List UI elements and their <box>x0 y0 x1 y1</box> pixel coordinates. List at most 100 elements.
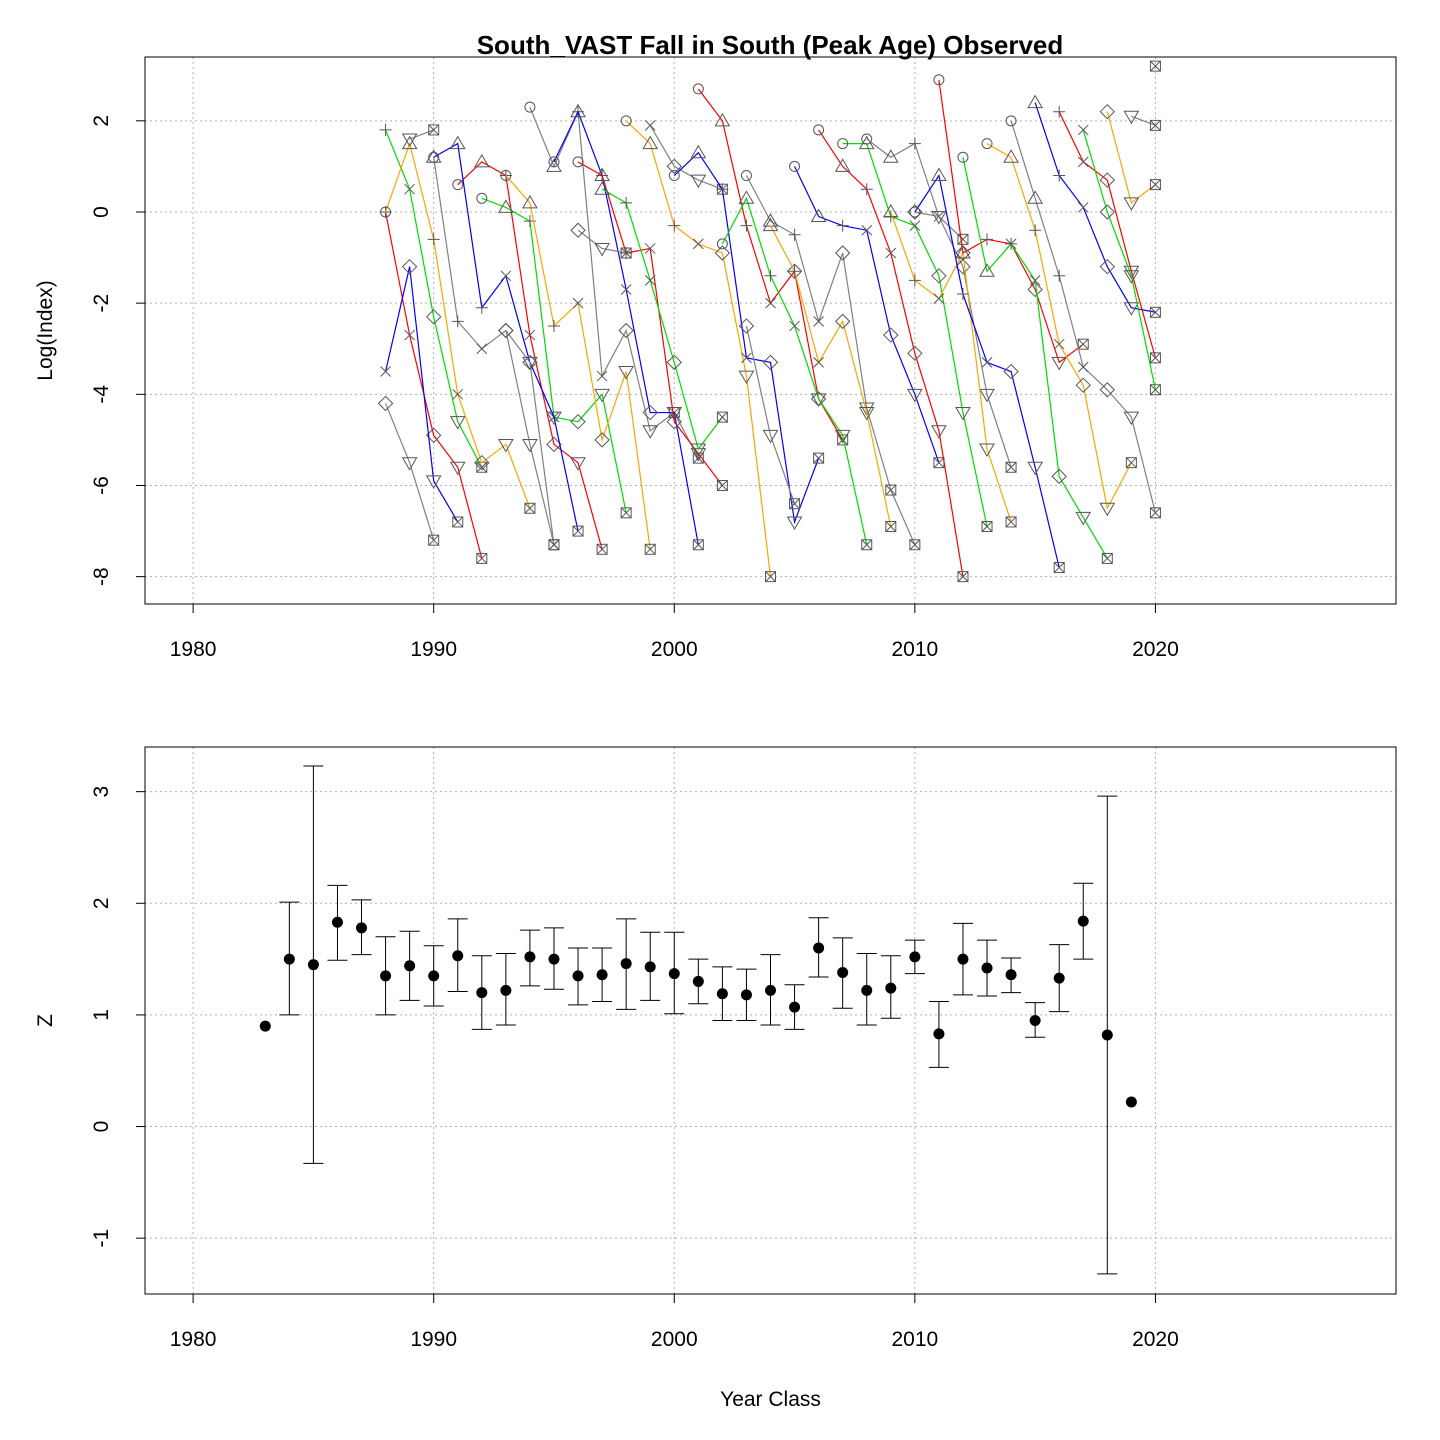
z-point-group <box>592 947 613 1003</box>
cohort-line <box>818 129 964 577</box>
z-point-group <box>736 968 757 1021</box>
bottom-x-axis-label: Year Class <box>720 1388 821 1411</box>
cohort-10 <box>500 170 656 555</box>
point-marker <box>1053 269 1066 282</box>
z-point-group <box>977 939 998 997</box>
box <box>548 539 560 551</box>
point-marker <box>1077 361 1089 373</box>
point-marker <box>981 233 994 246</box>
point-marker <box>451 315 464 328</box>
point-marker <box>668 170 680 182</box>
y-tick-label: 2 <box>90 115 113 127</box>
box-cross <box>596 543 608 555</box>
box <box>957 233 969 245</box>
point-marker <box>882 203 899 218</box>
point-marker <box>956 288 969 301</box>
point-marker <box>1005 115 1017 127</box>
z-point <box>1005 969 1017 981</box>
point-marker <box>909 539 921 551</box>
y-tick-label: -6 <box>90 476 113 495</box>
point-marker <box>885 484 897 496</box>
point-marker <box>882 149 899 163</box>
z-point-group <box>928 1001 949 1068</box>
cohort-line <box>842 143 988 527</box>
z-point-group <box>303 765 324 1164</box>
point-marker <box>401 135 418 150</box>
y-tick-label: 1 <box>90 1009 113 1021</box>
point-marker <box>834 245 851 261</box>
box-cross <box>620 507 632 519</box>
point-marker <box>786 516 803 530</box>
point-marker <box>620 284 632 295</box>
z-point <box>596 969 608 981</box>
cohort-15 <box>594 181 728 458</box>
point-marker <box>476 552 488 564</box>
box-cross <box>572 525 584 537</box>
z-point-group <box>640 931 661 1001</box>
box <box>716 479 728 491</box>
cohort-37 <box>1053 105 1161 364</box>
x-tick-label: 1980 <box>170 1328 217 1351</box>
point-marker <box>714 112 731 127</box>
point-marker <box>1099 258 1116 275</box>
x-tick-label: 2010 <box>891 638 938 661</box>
box-cross <box>692 539 704 551</box>
cohort-0 <box>425 149 560 551</box>
point-marker <box>570 222 586 238</box>
cohort-34 <box>981 138 1137 517</box>
box <box>620 507 632 519</box>
z-point-group <box>351 899 372 956</box>
point-marker <box>620 247 632 259</box>
z-point <box>1029 1015 1041 1026</box>
point-marker <box>762 429 779 444</box>
point-marker <box>644 275 656 286</box>
cohort-22 <box>740 170 921 551</box>
point-marker <box>596 543 608 555</box>
z-point <box>1101 1029 1113 1041</box>
point-marker <box>1123 270 1140 284</box>
point-marker <box>401 258 418 275</box>
point-marker <box>1027 461 1044 476</box>
cohort-4 <box>380 135 536 514</box>
top-grid <box>145 57 1396 604</box>
point-marker <box>1029 275 1041 286</box>
box <box>1101 552 1113 564</box>
z-point <box>885 982 897 994</box>
z-point-group <box>688 958 709 1005</box>
point-marker <box>546 436 562 453</box>
point-marker <box>957 233 969 245</box>
box-cross <box>981 521 993 532</box>
point-marker <box>500 270 512 282</box>
point-marker <box>861 539 873 551</box>
point-marker <box>524 329 536 341</box>
point-marker <box>449 416 466 430</box>
y-tick-label: -4 <box>90 385 113 404</box>
z-point-group <box>808 917 829 978</box>
box-cross <box>957 233 969 245</box>
box-cross <box>933 457 945 469</box>
cohort-13 <box>548 103 704 551</box>
point-marker <box>1149 179 1161 191</box>
point-marker <box>499 169 512 182</box>
box-cross <box>644 543 656 555</box>
point-marker <box>428 151 440 163</box>
cohort-line <box>769 225 892 527</box>
bottom-y-axis-label: Z <box>34 1014 57 1027</box>
z-point <box>933 1028 945 1040</box>
cohort-3 <box>380 258 464 528</box>
z-point <box>716 988 728 1000</box>
point-marker <box>741 352 752 364</box>
z-point <box>644 961 656 973</box>
point-marker <box>1149 352 1161 364</box>
box-cross <box>1053 562 1065 573</box>
cohort-8 <box>476 192 632 519</box>
y-tick-label: -2 <box>90 294 113 313</box>
cohort-line <box>1058 111 1157 359</box>
z-point-group <box>423 945 444 1007</box>
z-point <box>1077 915 1089 927</box>
z-point <box>572 970 584 982</box>
point-marker <box>1123 265 1140 280</box>
chart-title: South_VAST Fall in South (Peak Age) Obse… <box>477 30 1064 60</box>
z-point <box>404 960 416 972</box>
point-marker <box>909 220 921 232</box>
